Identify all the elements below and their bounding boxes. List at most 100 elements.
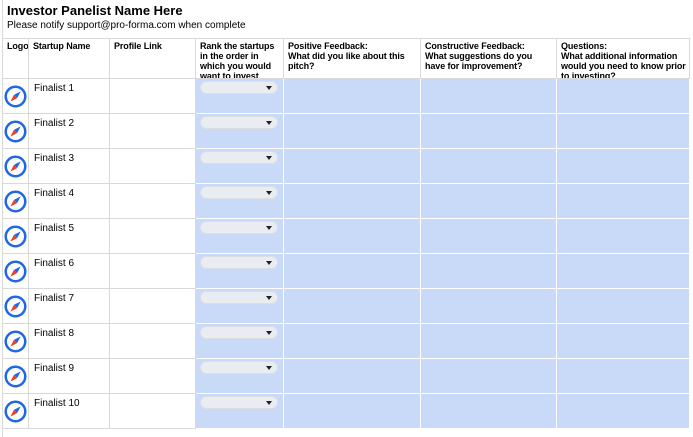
questions-cell[interactable]: [557, 184, 690, 219]
positive-feedback-cell[interactable]: [284, 149, 421, 184]
dropdown-arrow-icon: [266, 365, 272, 370]
profile-link-cell[interactable]: [110, 184, 196, 219]
constructive-feedback-cell[interactable]: [421, 219, 557, 254]
profile-link-cell[interactable]: [110, 289, 196, 324]
logo-cell: [3, 394, 29, 429]
rank-cell[interactable]: [196, 359, 284, 394]
rank-dropdown[interactable]: [200, 81, 278, 94]
constructive-feedback-cell[interactable]: [421, 79, 557, 114]
logo-cell: [3, 254, 29, 289]
rank-cell[interactable]: [196, 289, 284, 324]
table-row: Finalist 1: [3, 79, 690, 114]
positive-feedback-cell[interactable]: [284, 394, 421, 429]
questions-cell[interactable]: [557, 324, 690, 359]
logo-cell: [3, 324, 29, 359]
dropdown-arrow-icon: [266, 225, 272, 230]
compass-icon: [4, 364, 27, 388]
profile-link-cell[interactable]: [110, 324, 196, 359]
profile-link-cell[interactable]: [110, 149, 196, 184]
startup-name-cell: Finalist 10: [29, 394, 110, 429]
table-row: Finalist 5: [3, 219, 690, 254]
logo-cell: [3, 359, 29, 394]
profile-link-cell[interactable]: [110, 114, 196, 149]
startup-name-label: Finalist 9: [34, 363, 75, 374]
dropdown-arrow-icon: [266, 120, 272, 125]
rank-cell[interactable]: [196, 79, 284, 114]
positive-feedback-cell[interactable]: [284, 219, 421, 254]
logo-cell: [3, 149, 29, 184]
feedback-table: Logo Startup Name Profile Link Rank the …: [3, 38, 690, 429]
rank-dropdown[interactable]: [200, 291, 278, 304]
positive-feedback-cell[interactable]: [284, 324, 421, 359]
profile-link-cell[interactable]: [110, 394, 196, 429]
rank-dropdown[interactable]: [200, 116, 278, 129]
table-row: Finalist 9: [3, 359, 690, 394]
questions-cell[interactable]: [557, 79, 690, 114]
positive-feedback-cell[interactable]: [284, 79, 421, 114]
profile-link-cell[interactable]: [110, 79, 196, 114]
constructive-feedback-cell[interactable]: [421, 149, 557, 184]
logo-cell: [3, 79, 29, 114]
rank-dropdown[interactable]: [200, 396, 278, 409]
startup-name-cell: Finalist 6: [29, 254, 110, 289]
rank-cell[interactable]: [196, 219, 284, 254]
table-row: Finalist 7: [3, 289, 690, 324]
logo-cell: [3, 289, 29, 324]
constructive-feedback-cell[interactable]: [421, 184, 557, 219]
questions-cell[interactable]: [557, 359, 690, 394]
questions-cell[interactable]: [557, 219, 690, 254]
column-header-startup-name: Startup Name: [29, 38, 110, 79]
positive-feedback-cell[interactable]: [284, 289, 421, 324]
questions-cell[interactable]: [557, 114, 690, 149]
instructions-text: Please notify support@pro-forma.com when…: [7, 20, 246, 31]
column-header-constructive-feedback: Constructive Feedback: What suggestions …: [421, 38, 557, 79]
rank-cell[interactable]: [196, 324, 284, 359]
compass-icon: [4, 399, 27, 423]
rank-dropdown[interactable]: [200, 186, 278, 199]
startup-name-cell: Finalist 2: [29, 114, 110, 149]
dropdown-arrow-icon: [266, 260, 272, 265]
constructive-feedback-cell[interactable]: [421, 394, 557, 429]
positive-feedback-cell[interactable]: [284, 254, 421, 289]
rank-cell[interactable]: [196, 184, 284, 219]
rank-dropdown[interactable]: [200, 221, 278, 234]
positive-feedback-cell[interactable]: [284, 359, 421, 394]
questions-cell[interactable]: [557, 149, 690, 184]
constructive-feedback-cell[interactable]: [421, 254, 557, 289]
constructive-feedback-cell[interactable]: [421, 359, 557, 394]
column-header-rank: Rank the startups in the order in which …: [196, 38, 284, 79]
profile-link-cell[interactable]: [110, 254, 196, 289]
column-header-positive-feedback: Positive Feedback: What did you like abo…: [284, 38, 421, 79]
startup-name-label: Finalist 3: [34, 153, 75, 164]
rank-cell[interactable]: [196, 394, 284, 429]
questions-cell[interactable]: [557, 254, 690, 289]
dropdown-arrow-icon: [266, 330, 272, 335]
rank-dropdown[interactable]: [200, 326, 278, 339]
constructive-feedback-cell[interactable]: [421, 324, 557, 359]
startup-name-cell: Finalist 8: [29, 324, 110, 359]
profile-link-cell[interactable]: [110, 359, 196, 394]
dropdown-arrow-icon: [266, 85, 272, 90]
rank-dropdown[interactable]: [200, 151, 278, 164]
table-row: Finalist 3: [3, 149, 690, 184]
startup-name-cell: Finalist 3: [29, 149, 110, 184]
questions-cell[interactable]: [557, 394, 690, 429]
positive-feedback-cell[interactable]: [284, 114, 421, 149]
positive-feedback-cell[interactable]: [284, 184, 421, 219]
questions-cell[interactable]: [557, 289, 690, 324]
logo-cell: [3, 219, 29, 254]
constructive-feedback-cell[interactable]: [421, 289, 557, 324]
startup-name-cell: Finalist 7: [29, 289, 110, 324]
sheet-left-gridline: [2, 0, 3, 437]
startup-name-label: Finalist 5: [34, 223, 75, 234]
startup-name-label: Finalist 2: [34, 118, 75, 129]
constructive-feedback-cell[interactable]: [421, 114, 557, 149]
profile-link-cell[interactable]: [110, 219, 196, 254]
rank-cell[interactable]: [196, 254, 284, 289]
rank-cell[interactable]: [196, 149, 284, 184]
rank-cell[interactable]: [196, 114, 284, 149]
dropdown-arrow-icon: [266, 400, 272, 405]
rank-dropdown[interactable]: [200, 256, 278, 269]
rank-dropdown[interactable]: [200, 361, 278, 374]
